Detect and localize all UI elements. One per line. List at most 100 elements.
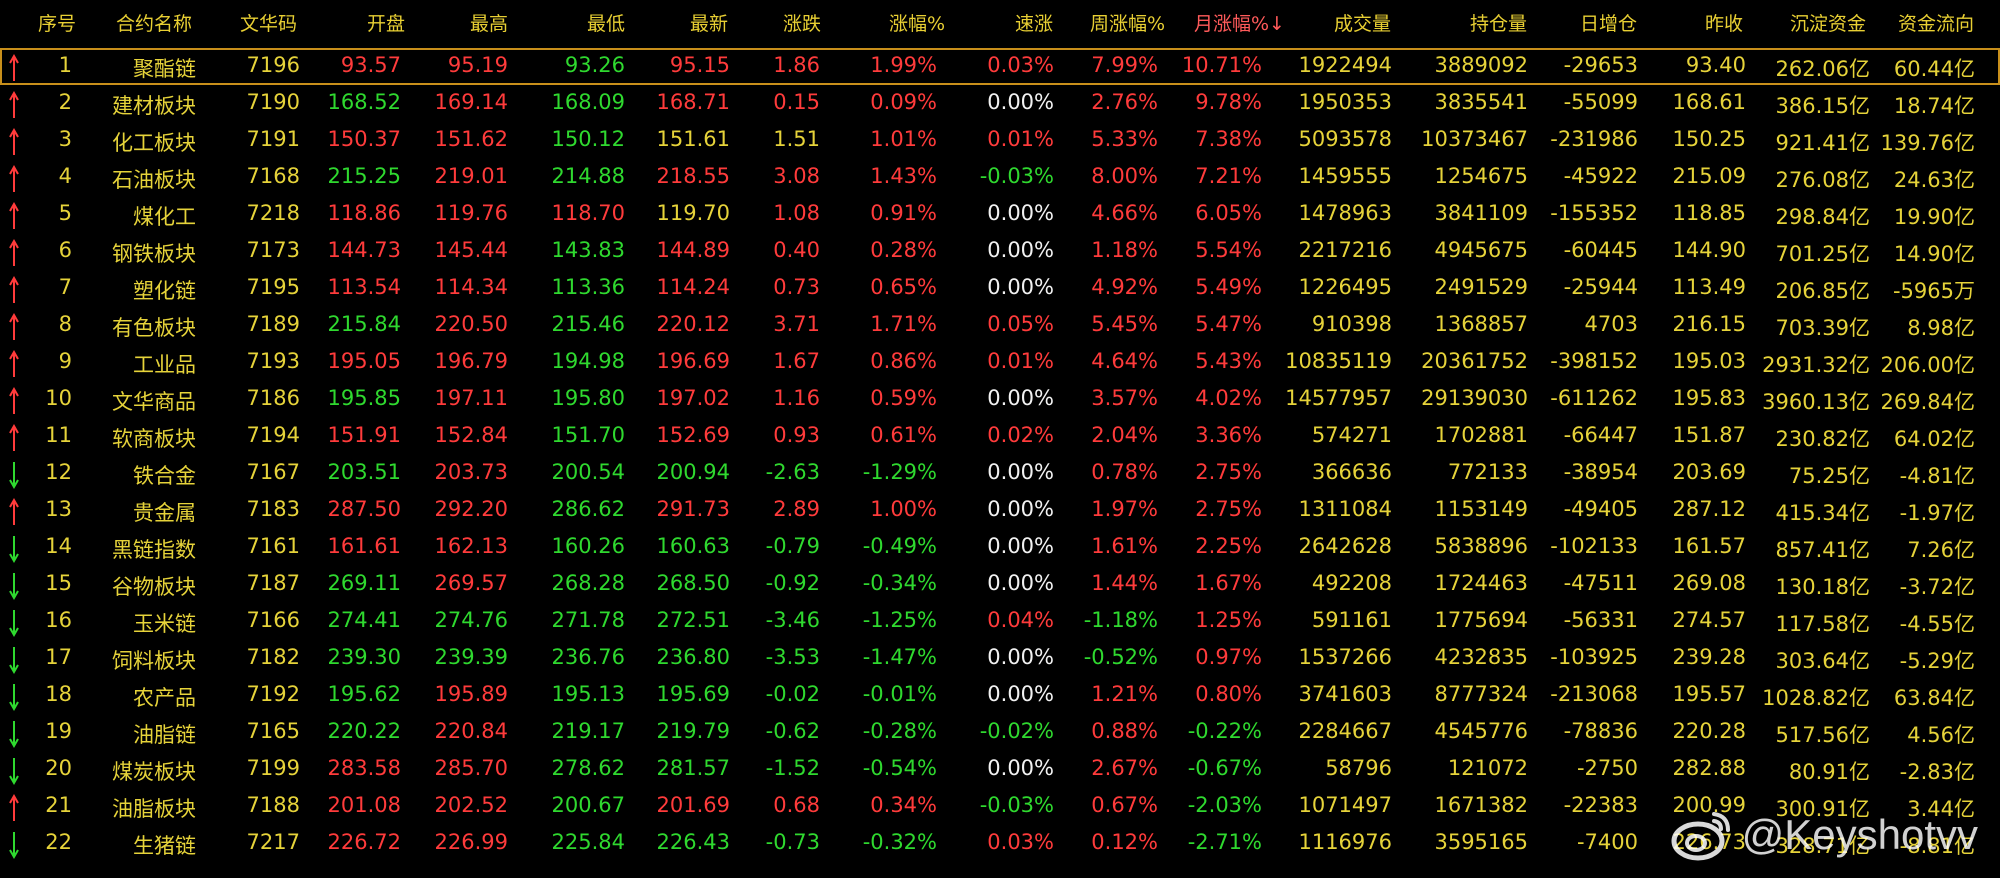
arrow-up-icon (9, 276, 19, 303)
col-code-cell: 7217 (246, 830, 300, 854)
header-col-low[interactable]: 最低 (587, 13, 626, 35)
col-capital-cell: 2931.32亿 (1762, 353, 1870, 377)
table-row[interactable]: 22 生猪链 7217 226.72 226.99 225.84 226.43 -0.73 -0… (0, 825, 2000, 862)
arrow-up-icon (9, 54, 19, 81)
col-change-pct-cell: 0.09% (870, 90, 937, 114)
header-col-volume[interactable]: 成交量 (1334, 13, 1392, 35)
col-month-pct-cell: 3.36% (1195, 423, 1262, 447)
col-open-int-cell: 1724463 (1434, 571, 1528, 595)
col-open-int-cell: 4945675 (1434, 238, 1528, 262)
col-week-pct-cell: 0.88% (1091, 719, 1158, 743)
col-oi-change-cell: -398152 (1550, 349, 1638, 373)
col-open-cell: 226.72 (327, 830, 401, 854)
table-row[interactable]: 16 玉米链 7166 274.41 274.76 271.78 272.51 -3.46 -1… (0, 603, 2000, 640)
col-capital-cell: 921.41亿 (1775, 131, 1870, 155)
table-row[interactable]: 1 聚酯链 7196 93.57 95.19 93.26 95.15 1.86 1.99% 0.0… (0, 48, 2000, 85)
col-index-cell: 6 (58, 238, 72, 262)
col-change-cell: -1.52 (765, 756, 820, 780)
table-row[interactable]: 18 农产品 7192 195.62 195.89 195.13 195.69 -0.02 -0… (0, 677, 2000, 714)
header-col-high[interactable]: 最高 (470, 13, 509, 35)
arrow-down-icon (9, 536, 19, 563)
col-name-cell: 建材板块 (112, 94, 196, 118)
table-row[interactable]: 7 塑化链 7195 113.54 114.34 113.36 114.24 0.73 0.65… (0, 270, 2000, 307)
col-fund-flow-cell: 206.00亿 (1880, 353, 1975, 377)
col-index-cell: 15 (45, 571, 72, 595)
header-col-fund-flow[interactable]: 资金流向 (1898, 13, 1975, 35)
col-code-cell: 7187 (246, 571, 300, 595)
col-change-pct-cell: -0.01% (862, 682, 937, 706)
col-low-cell: 93.26 (564, 53, 625, 77)
header-col-speed[interactable]: 速涨 (1015, 13, 1054, 35)
arrow-up-icon (9, 313, 19, 340)
table-row[interactable]: 9 工业品 7193 195.05 196.79 194.98 196.69 1.67 0.86… (0, 344, 2000, 381)
header-col-name[interactable]: 合约名称 (116, 13, 193, 35)
header-col-change-pct[interactable]: 涨幅% (889, 13, 946, 35)
col-week-pct-cell: 1.18% (1091, 238, 1158, 262)
col-capital-cell: 80.91亿 (1788, 760, 1870, 784)
header-col-prev-close[interactable]: 昨收 (1705, 13, 1744, 35)
table-row[interactable]: 21 油脂板块 7188 201.08 202.52 200.67 201.69 0.68 0.… (0, 788, 2000, 825)
col-speed-cell: -0.03% (979, 164, 1054, 188)
col-low-cell: 168.09 (551, 90, 625, 114)
table-row[interactable]: 10 文华商品 7186 195.85 197.11 195.80 197.02 1.16 0.… (0, 381, 2000, 418)
col-open-int-cell: 1671382 (1434, 793, 1528, 817)
col-speed-cell: 0.00% (987, 497, 1054, 521)
table-row[interactable]: 8 有色板块 7189 215.84 220.50 215.46 220.12 3.71 1.7… (0, 307, 2000, 344)
col-open-int-cell: 20361752 (1421, 349, 1528, 373)
table-row[interactable]: 2 建材板块 7190 168.52 169.14 168.09 168.71 0.15 0.0… (0, 85, 2000, 122)
col-prev-close-cell: 269.08 (1672, 571, 1746, 595)
col-high-cell: 95.19 (447, 53, 508, 77)
col-oi-change-cell: -2750 (1576, 756, 1638, 780)
col-change-cell: 1.86 (773, 53, 820, 77)
table-row[interactable]: 15 谷物板块 7187 269.11 269.57 268.28 268.50 -0.92 -… (0, 566, 2000, 603)
header-col-month-pct[interactable]: 月涨幅%↓ (1194, 13, 1285, 35)
col-prev-close-cell: 216.15 (1672, 312, 1746, 336)
table-row[interactable]: 3 化工板块 7191 150.37 151.62 150.12 151.61 1.51 1.0… (0, 122, 2000, 159)
col-open-cell: 151.91 (327, 423, 401, 447)
col-low-cell: 160.26 (551, 534, 625, 558)
header-col-change[interactable]: 涨跌 (783, 13, 822, 35)
col-code-cell: 7161 (246, 534, 300, 558)
col-week-pct-cell: 1.61% (1091, 534, 1158, 558)
header-col-code[interactable]: 文华码 (240, 13, 298, 35)
col-change-pct-cell: 0.86% (870, 349, 937, 373)
table-row[interactable]: 14 黑链指数 7161 161.61 162.13 160.26 160.63 -0.79 -… (0, 529, 2000, 566)
col-last-cell: 220.12 (656, 312, 730, 336)
header-col-oi-change[interactable]: 日增仓 (1580, 13, 1638, 35)
header-col-week-pct[interactable]: 周涨幅% (1090, 13, 1166, 35)
header-col-index[interactable]: 序号 (38, 13, 77, 35)
col-month-pct-cell: 4.02% (1195, 386, 1262, 410)
col-change-pct-cell: -1.47% (862, 645, 937, 669)
col-last-cell: 218.55 (656, 164, 730, 188)
col-open-int-cell: 1368857 (1434, 312, 1528, 336)
table-row[interactable]: 5 煤化工 7218 118.86 119.76 118.70 119.70 1.08 0.91… (0, 196, 2000, 233)
table-row[interactable]: 4 石油板块 7168 215.25 219.01 214.88 218.55 3.08 1.4… (0, 159, 2000, 196)
col-code-cell: 7168 (246, 164, 300, 188)
header-col-open[interactable]: 开盘 (367, 13, 406, 35)
col-prev-close-cell: 282.88 (1672, 756, 1746, 780)
col-open-int-cell: 3595165 (1434, 830, 1528, 854)
table-row[interactable]: 17 饲料板块 7182 239.30 239.39 236.76 236.80 -3.53 -… (0, 640, 2000, 677)
col-volume-cell: 1311084 (1298, 497, 1392, 521)
table-row[interactable]: 12 铁合金 7167 203.51 203.73 200.54 200.94 -2.63 -1… (0, 455, 2000, 492)
col-change-pct-cell: -0.28% (862, 719, 937, 743)
table-row[interactable]: 6 钢铁板块 7173 144.73 145.44 143.83 144.89 0.40 0.2… (0, 233, 2000, 270)
col-speed-cell: 0.00% (987, 756, 1054, 780)
col-code-cell: 7173 (246, 238, 300, 262)
table-row[interactable]: 20 煤炭板块 7199 283.58 285.70 278.62 281.57 -1.52 -… (0, 751, 2000, 788)
arrow-down-icon (9, 462, 19, 489)
col-volume-cell: 492208 (1311, 571, 1392, 595)
header-col-open-int[interactable]: 持仓量 (1470, 13, 1528, 35)
col-fund-flow-cell: 63.84亿 (1893, 686, 1975, 710)
header-col-last[interactable]: 最新 (690, 13, 729, 35)
table-row[interactable]: 11 软商板块 7194 151.91 152.84 151.70 152.69 0.93 0.… (0, 418, 2000, 455)
table-row[interactable]: 13 贵金属 7183 287.50 292.20 286.62 291.73 2.89 1.0… (0, 492, 2000, 529)
col-oi-change-cell: -7400 (1576, 830, 1638, 854)
col-change-cell: 0.68 (773, 793, 820, 817)
col-open-int-cell: 5838896 (1434, 534, 1528, 558)
col-fund-flow-cell: 14.90亿 (1893, 242, 1975, 266)
header-col-capital[interactable]: 沉淀资金 (1790, 13, 1867, 35)
col-volume-cell: 10835119 (1285, 349, 1392, 373)
col-index-cell: 4 (58, 164, 72, 188)
table-row[interactable]: 19 油脂链 7165 220.22 220.84 219.17 219.79 -0.62 -0… (0, 714, 2000, 751)
